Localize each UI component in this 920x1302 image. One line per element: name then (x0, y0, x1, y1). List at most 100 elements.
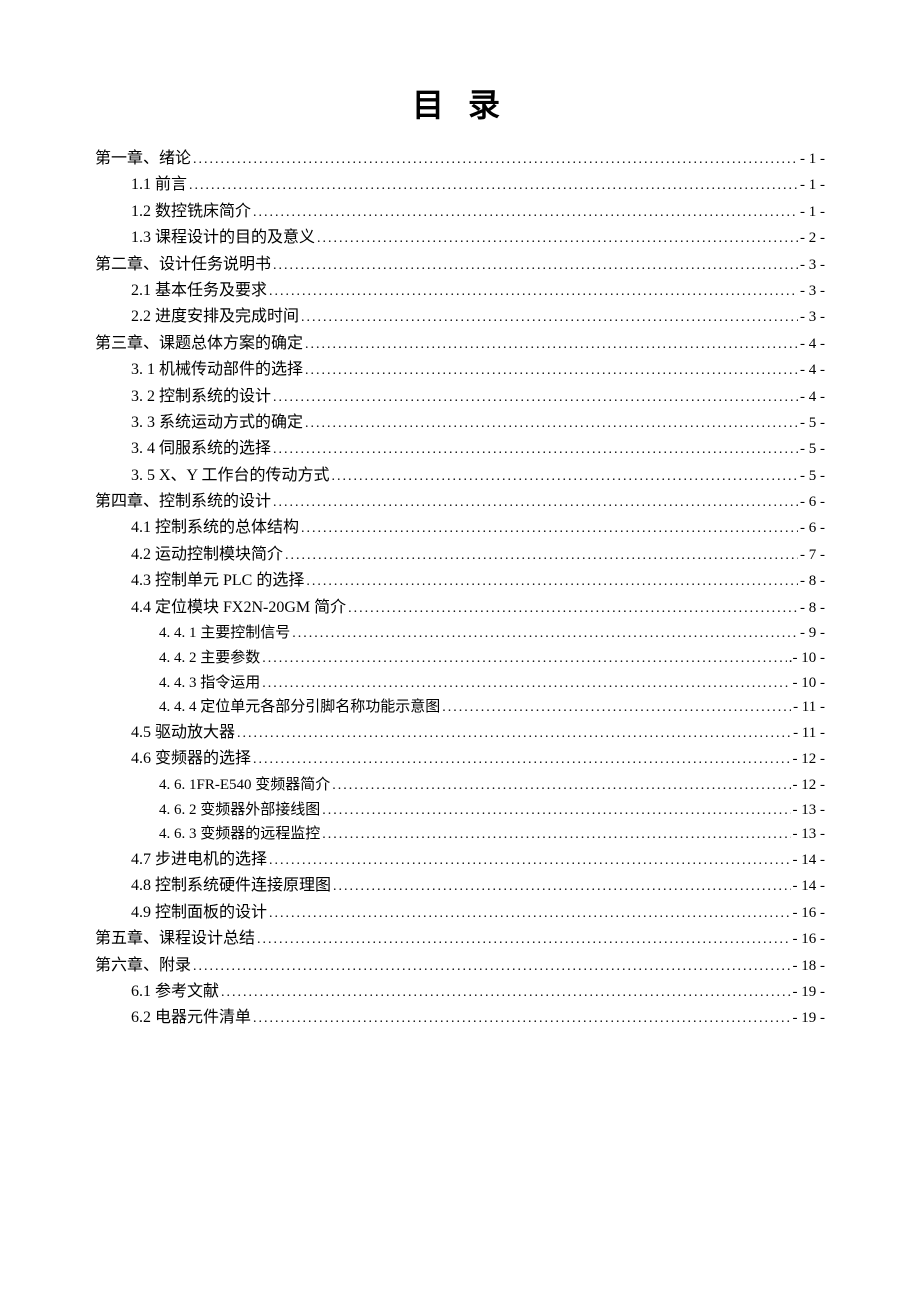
toc-entry-page: .- 10 - (789, 646, 825, 671)
toc-entry-page: - 13 - (793, 798, 826, 823)
toc-entry-label: 4. 4. 1 主要控制信号 (159, 621, 290, 646)
toc-entry-label: 4. 6. 1FR-E540 变频器简介 (159, 773, 330, 798)
toc-entry-page: - 3 - (800, 279, 825, 304)
toc-leader-dots (262, 647, 786, 670)
toc-leader-dots (333, 875, 790, 898)
toc-entry: 4. 6. 2 变频器外部接线图 - 13 - (95, 798, 825, 823)
toc-entry-label: 4.6 变频器的选择 (131, 746, 251, 772)
toc-entry-page: - 4 - (800, 385, 825, 410)
document-page: 目 录 第一章、绪论- 1 -1.1 前言- 1 -1.2 数控铣床简介- 1 … (0, 0, 920, 1112)
toc-entry-label: 第三章、课题总体方案的确定 (95, 331, 303, 357)
toc-leader-dots (322, 823, 790, 846)
toc-entry: 4.9 控制面板的设计- 16 - (95, 900, 825, 926)
toc-entry-page: - 8 - (800, 596, 825, 621)
toc-entry-page: - 6 - (800, 490, 825, 515)
toc-entry: 1.3 课程设计的目的及意义- 2 - (95, 225, 825, 251)
toc-entry-label: 3. 1 机械传动部件的选择 (131, 357, 303, 383)
toc-entry: 第一章、绪论- 1 - (95, 146, 825, 172)
toc-leader-dots (193, 148, 798, 171)
toc-entry-label: 4.9 控制面板的设计 (131, 900, 267, 926)
toc-leader-dots (273, 438, 798, 461)
toc-entry-page: - 11 - (793, 721, 825, 746)
toc-entry-label: 3. 5 X、Y 工作台的传动方式 (131, 463, 330, 489)
toc-entry-page: - 4 - (800, 332, 825, 357)
toc-entry-label: 4.5 驱动放大器 (131, 720, 235, 746)
toc-entry-page: - 10 - (793, 671, 826, 696)
toc-entry-label: 4.1 控制系统的总体结构 (131, 515, 299, 541)
toc-entry: 3. 2 控制系统的设计- 4 - (95, 384, 825, 410)
toc-entry: 4.1 控制系统的总体结构 - 6 - (95, 515, 825, 541)
toc-entry-page: - 11 - (793, 695, 825, 720)
toc-entry-page: - 2 - (800, 226, 825, 251)
toc-entry-page: - 5 - (800, 464, 825, 489)
toc-entry: 1.1 前言- 1 - (95, 172, 825, 198)
toc-leader-dots (253, 1007, 790, 1030)
toc-entry-page: - 9 - (800, 621, 825, 646)
toc-entry: 6.2 电器元件清单 - 19 - (95, 1005, 825, 1031)
toc-leader-dots (348, 597, 798, 620)
toc-entry: 4.6 变频器的选择 - 12 - (95, 746, 825, 772)
toc-leader-dots (285, 544, 798, 567)
toc-leader-dots (305, 359, 798, 382)
toc-entry-label: 2.1 基本任务及要求 (131, 278, 267, 304)
toc-leader-dots (322, 799, 790, 822)
toc-entry-label: 1.2 数控铣床简介 (131, 199, 251, 225)
toc-entry-page: - 12 - (793, 773, 826, 798)
toc-entry-label: 第六章、附录 (95, 953, 191, 979)
toc-entry: 第二章、设计任务说明书- 3 - (95, 252, 825, 278)
toc-leader-dots (273, 386, 798, 409)
toc-leader-dots (317, 227, 798, 250)
toc-entry-page: - 14 - (793, 848, 826, 873)
toc-entry: 4. 4. 2 主要参数 .- 10 - (95, 646, 825, 671)
toc-leader-dots (332, 465, 798, 488)
toc-leader-dots (305, 412, 798, 435)
toc-title: 目 录 (95, 80, 825, 126)
toc-entry: 4.8 控制系统硬件连接原理图- 14 - (95, 873, 825, 899)
toc-entry-label: 第四章、控制系统的设计 (95, 489, 271, 515)
toc-entry-label: 第一章、绪论 (95, 146, 191, 172)
toc-entry-label: 4.7 步进电机的选择 (131, 847, 267, 873)
toc-entry: 第四章、控制系统的设计 - 6 - (95, 489, 825, 515)
toc-container: 第一章、绪论- 1 -1.1 前言- 1 -1.2 数控铣床简介- 1 -1.3… (95, 146, 825, 1032)
toc-leader-dots (193, 955, 790, 978)
toc-leader-dots (269, 902, 790, 925)
toc-entry-page: - 6 - (800, 516, 825, 541)
toc-entry-label: 4.8 控制系统硬件连接原理图 (131, 873, 331, 899)
toc-entry-label: 4. 4. 2 主要参数 (159, 646, 260, 671)
toc-entry-page: - 19 - (793, 1006, 826, 1031)
toc-entry: 4. 4. 1 主要控制信号 - 9 - (95, 621, 825, 646)
toc-entry-label: 6.1 参考文献 (131, 979, 219, 1005)
toc-leader-dots (301, 517, 798, 540)
toc-entry: 4. 6. 1FR-E540 变频器简介 - 12 - (95, 773, 825, 798)
toc-entry: 3. 1 机械传动部件的选择 - 4 - (95, 357, 825, 383)
toc-entry: 4.5 驱动放大器 - 11 - (95, 720, 825, 746)
toc-entry-page: - 3 - (800, 305, 825, 330)
toc-leader-dots (306, 570, 798, 593)
toc-entry-page: - 12 - (793, 747, 826, 772)
toc-entry: 4. 4. 4 定位单元各部分引脚名称功能示意图- 11 - (95, 695, 825, 720)
toc-entry-page: - 1 - (800, 200, 825, 225)
toc-entry: 4.4 定位模块 FX2N-20GM 简介 - 8 - (95, 595, 825, 621)
toc-entry-label: 4. 6. 3 变频器的远程监控 (159, 822, 320, 847)
toc-entry-label: 第二章、设计任务说明书 (95, 252, 271, 278)
toc-entry-label: 4. 6. 2 变频器外部接线图 (159, 798, 320, 823)
toc-entry: 3. 3 系统运动方式的确定- 5 - (95, 410, 825, 436)
toc-entry-label: 4.3 控制单元 PLC 的选择 (131, 568, 304, 594)
toc-entry: 4. 6. 3 变频器的远程监控 - 13 - (95, 822, 825, 847)
toc-leader-dots (253, 201, 798, 224)
toc-entry-label: 4.4 定位模块 FX2N-20GM 简介 (131, 595, 346, 621)
toc-entry-label: 6.2 电器元件清单 (131, 1005, 251, 1031)
toc-entry: 4.2 运动控制模块简介- 7 - (95, 542, 825, 568)
toc-leader-dots (189, 174, 798, 197)
toc-entry-page: - 19 - (793, 980, 826, 1005)
toc-entry-page: - 4 - (800, 358, 825, 383)
toc-entry-page: - 1 - (800, 173, 825, 198)
toc-entry: 4.7 步进电机的选择 - 14 - (95, 847, 825, 873)
toc-entry-label: 3. 3 系统运动方式的确定 (131, 410, 303, 436)
toc-entry: 第六章、附录- 18 - (95, 953, 825, 979)
toc-entry-page: - 5 - (800, 437, 825, 462)
toc-entry-page: - 13 - (793, 822, 826, 847)
toc-leader-dots (262, 672, 790, 695)
toc-entry: 3. 4 伺服系统的选择- 5 - (95, 436, 825, 462)
toc-entry-label: 第五章、课程设计总结 (95, 926, 255, 952)
